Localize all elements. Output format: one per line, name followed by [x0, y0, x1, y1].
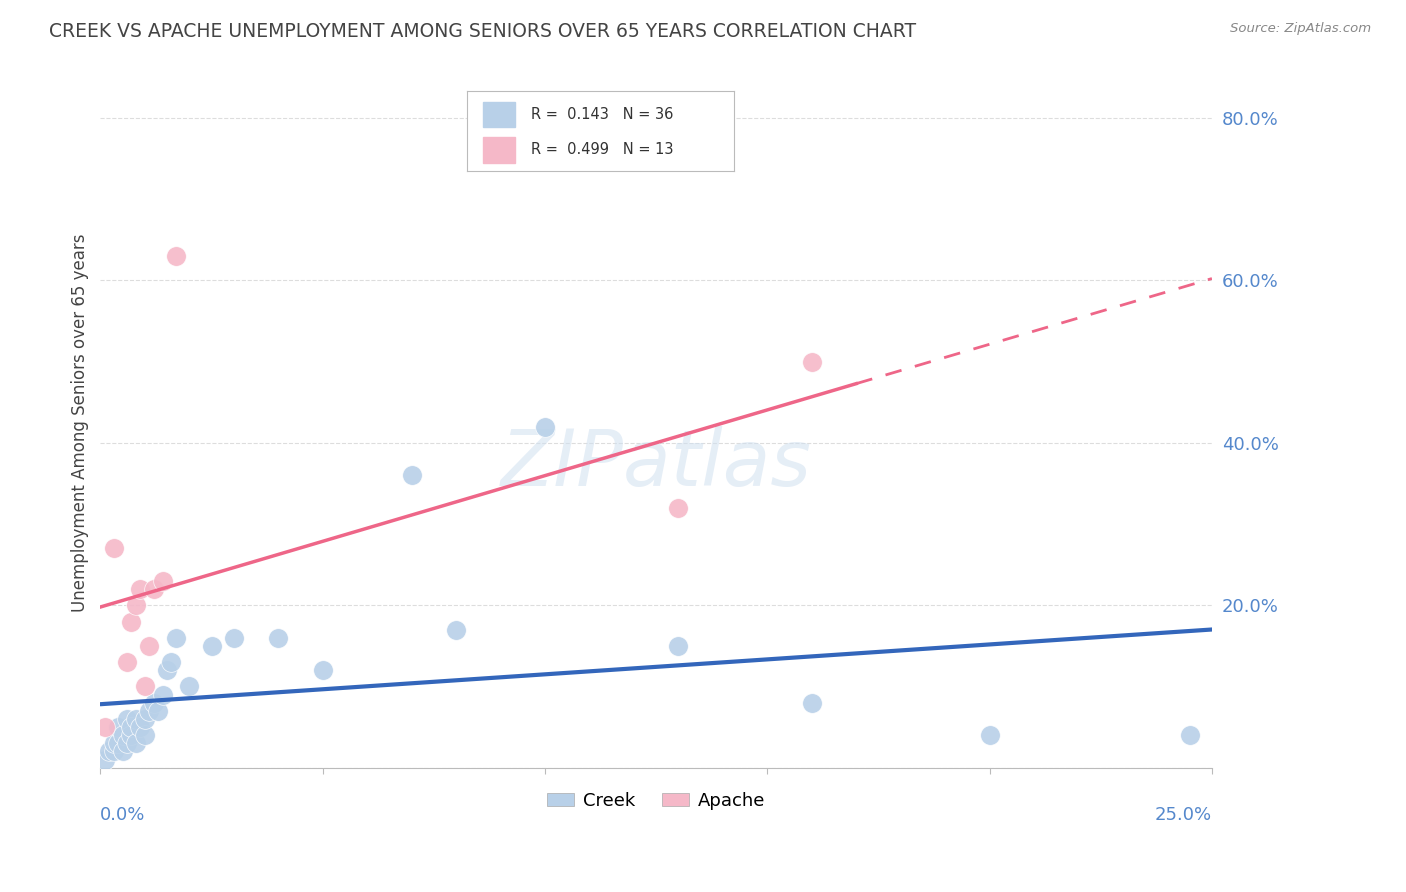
Point: [98, 744, 121, 758]
Point: [125, 712, 148, 726]
Point: [115, 736, 138, 750]
Point: [800, 354, 823, 368]
Point: [160, 655, 183, 669]
Legend: Creek, Apache: Creek, Apache: [540, 785, 773, 817]
Point: [134, 712, 156, 726]
Point: [111, 744, 134, 758]
Point: [115, 712, 138, 726]
Text: CREEK VS APACHE UNEMPLOYMENT AMONG SENIORS OVER 65 YEARS CORRELATION CHART: CREEK VS APACHE UNEMPLOYMENT AMONG SENIO…: [49, 22, 917, 41]
Point: [103, 736, 125, 750]
Point: [146, 704, 169, 718]
Point: [401, 468, 423, 483]
Point: [979, 728, 1001, 742]
Point: [121, 615, 143, 629]
Point: [267, 631, 290, 645]
Point: [111, 728, 134, 742]
Point: [222, 631, 245, 645]
Point: [121, 728, 143, 742]
Point: [142, 582, 165, 596]
Point: [125, 599, 148, 613]
Point: [165, 249, 187, 263]
Point: [1178, 728, 1201, 742]
Point: [311, 663, 333, 677]
Point: [103, 541, 125, 556]
Point: [138, 639, 160, 653]
Text: 25.0%: 25.0%: [1154, 805, 1212, 823]
Point: [534, 419, 557, 434]
Point: [200, 639, 222, 653]
Point: [800, 696, 823, 710]
Point: [134, 680, 156, 694]
Point: [107, 736, 129, 750]
Text: ZIPatlas: ZIPatlas: [501, 426, 811, 502]
Point: [156, 663, 179, 677]
Point: [152, 688, 174, 702]
Point: [129, 720, 152, 734]
Point: [444, 623, 467, 637]
Point: [179, 680, 201, 694]
Point: [165, 631, 187, 645]
Text: Source: ZipAtlas.com: Source: ZipAtlas.com: [1230, 22, 1371, 36]
Point: [125, 736, 148, 750]
Y-axis label: Unemployment Among Seniors over 65 years: Unemployment Among Seniors over 65 years: [72, 234, 89, 612]
Point: [103, 744, 125, 758]
Point: [142, 696, 165, 710]
Point: [94, 753, 117, 767]
Point: [94, 720, 117, 734]
Point: [129, 582, 152, 596]
Point: [138, 704, 160, 718]
Point: [134, 728, 156, 742]
Point: [152, 574, 174, 588]
Point: [107, 720, 129, 734]
Point: [115, 655, 138, 669]
Point: [666, 500, 689, 515]
Point: [666, 639, 689, 653]
Point: [121, 720, 143, 734]
Text: 0.0%: 0.0%: [100, 805, 146, 823]
